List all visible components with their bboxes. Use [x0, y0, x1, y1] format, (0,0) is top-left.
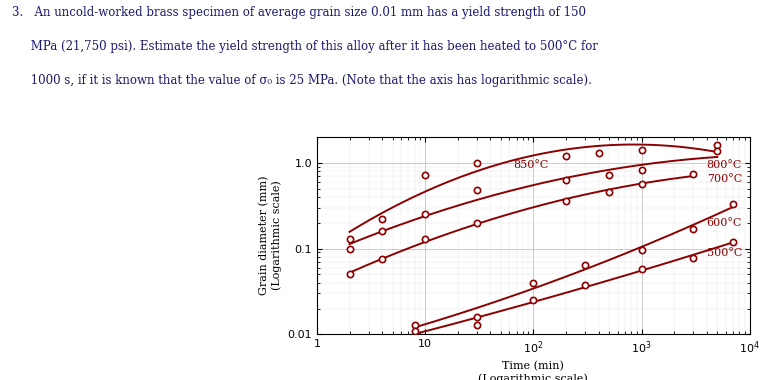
Y-axis label: Grain diameter (mm)
(Logarithmic scale): Grain diameter (mm) (Logarithmic scale) — [259, 176, 282, 295]
Text: 700°C: 700°C — [707, 174, 742, 184]
X-axis label: Time (min)
(Logarithmic scale): Time (min) (Logarithmic scale) — [478, 361, 588, 380]
Text: 500°C: 500°C — [707, 248, 742, 258]
Text: 800°C: 800°C — [707, 160, 742, 169]
Text: 600°C: 600°C — [707, 218, 742, 228]
Text: 850°C: 850°C — [513, 160, 549, 169]
Text: 1000 s, if it is known that the value of σ₀ is 25 MPa. (Note that the axis has l: 1000 s, if it is known that the value of… — [12, 74, 591, 87]
Text: MPa (21,750 psi). Estimate the yield strength of this alloy after it has been he: MPa (21,750 psi). Estimate the yield str… — [12, 40, 598, 53]
Text: 3.   An uncold-worked brass specimen of average grain size 0.01 mm has a yield s: 3. An uncold-worked brass specimen of av… — [12, 6, 586, 19]
